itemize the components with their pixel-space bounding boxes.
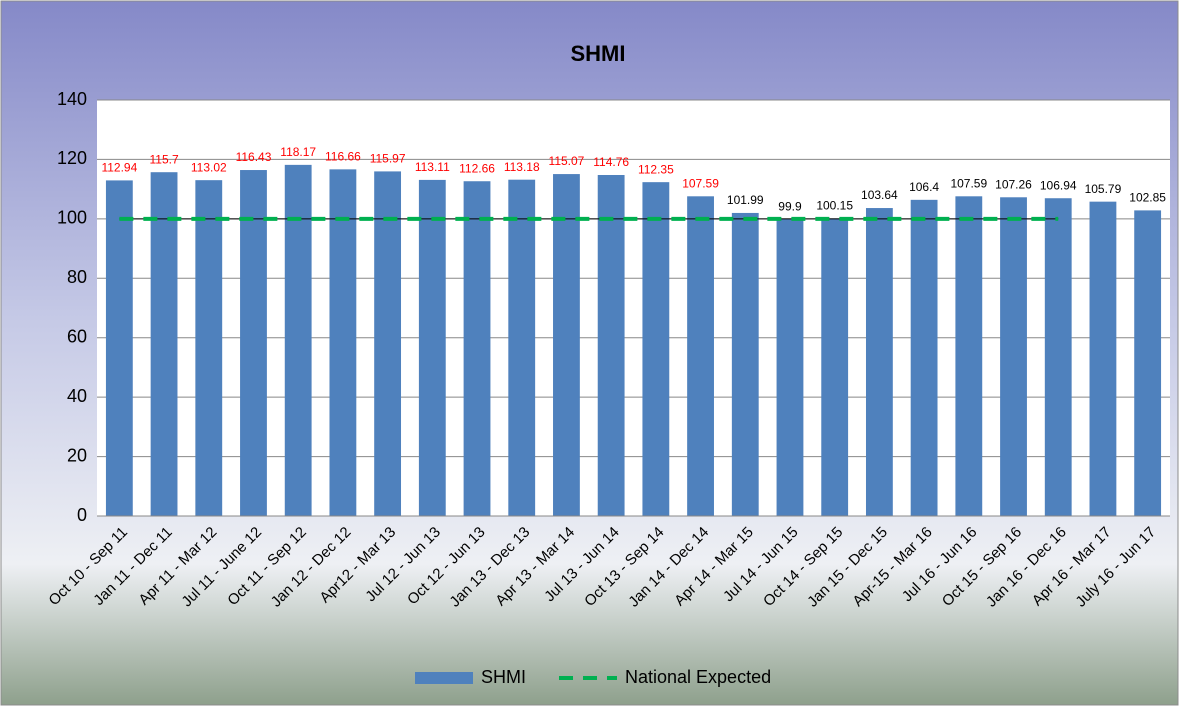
data-label: 107.59 <box>950 176 987 190</box>
data-label: 103.64 <box>861 188 898 202</box>
data-label: 99.9 <box>778 199 802 213</box>
y-tick-label: 100 <box>57 208 87 228</box>
bar <box>1044 198 1072 517</box>
data-label: 105.79 <box>1085 182 1122 196</box>
data-label: 116.66 <box>325 150 361 164</box>
bar <box>418 179 446 516</box>
y-tick-label: 120 <box>57 148 87 168</box>
y-tick-label: 60 <box>67 326 87 346</box>
bar <box>374 171 402 516</box>
data-label: 115.7 <box>149 152 178 166</box>
bar <box>642 182 670 516</box>
bar <box>329 169 357 516</box>
data-label: 115.07 <box>549 154 585 168</box>
data-label: 106.94 <box>1040 178 1077 192</box>
bar <box>1000 197 1027 516</box>
bar <box>463 181 491 516</box>
data-label: 112.66 <box>459 161 495 175</box>
bar <box>284 164 312 517</box>
legend-swatch <box>415 672 473 684</box>
data-label: 100.15 <box>816 199 853 213</box>
bar <box>1134 210 1162 517</box>
data-label: 106.4 <box>909 180 939 194</box>
bar <box>240 170 267 517</box>
data-label: 113.11 <box>415 160 450 174</box>
y-tick-label: 20 <box>67 445 87 465</box>
data-label: 101.99 <box>727 193 764 207</box>
data-label: 114.76 <box>593 155 629 169</box>
bar <box>910 199 938 516</box>
bar <box>955 196 983 516</box>
legend-label: SHMI <box>481 667 526 687</box>
data-label: 102.85 <box>1129 191 1166 205</box>
data-label: 112.94 <box>101 161 137 175</box>
bar <box>105 180 133 516</box>
data-label: 107.26 <box>995 177 1032 191</box>
data-label: 116.43 <box>236 150 272 164</box>
plot-area <box>97 100 1170 516</box>
bar <box>731 212 759 516</box>
y-tick-label: 0 <box>77 505 87 525</box>
bar <box>821 218 849 516</box>
data-label: 113.18 <box>504 160 540 174</box>
legend-label: National Expected <box>625 667 771 687</box>
bar <box>687 196 714 516</box>
bar <box>865 208 893 516</box>
bar <box>1089 201 1117 516</box>
bar <box>597 174 625 517</box>
y-tick-label: 140 <box>57 89 87 109</box>
y-tick-label: 80 <box>67 267 87 287</box>
bar <box>195 180 223 517</box>
data-label: 115.97 <box>370 152 406 166</box>
bar <box>553 174 580 517</box>
data-label: 113.02 <box>191 160 227 174</box>
bar <box>776 219 804 516</box>
bar <box>508 179 536 516</box>
data-label: 107.59 <box>682 176 719 190</box>
data-label: 112.35 <box>638 162 674 176</box>
bar <box>150 172 178 516</box>
y-tick-label: 40 <box>67 386 87 406</box>
chart-title: SHMI <box>571 41 626 66</box>
data-label: 118.17 <box>280 145 316 159</box>
